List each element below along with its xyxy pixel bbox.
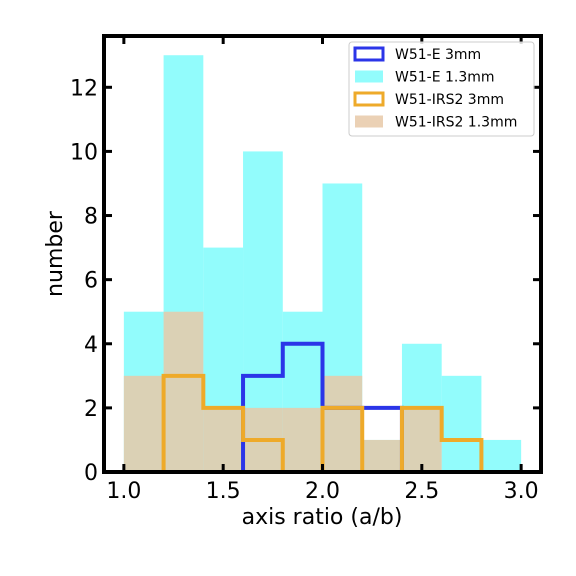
legend: W51-E 3mm W51-E 1.3mm W51-IRS2 3mm W51-IRS2… [349,42,534,136]
x-tick-label: 2.0 [305,479,340,504]
legend-swatch [355,116,383,128]
legend-label: W51-E 1.3mm [395,70,495,86]
x-tick-label: 3.0 [504,479,539,504]
legend-label: W51-E 3mm [395,47,481,63]
legend-label: W51-IRS2 1.3mm [395,115,517,131]
x-tick-label: 1.0 [106,479,141,504]
bar-w51-e-1-3mm-8 [442,376,482,472]
y-tick-label: 12 [70,76,98,101]
bar-w51-irs2-1-3mm-2 [203,408,243,472]
y-axis-label: number [43,210,68,297]
bar-w51-e-1-3mm-9 [481,440,521,472]
bar-w51-irs2-1-3mm-5 [323,376,363,472]
legend-swatch [355,71,383,83]
bar-w51-irs2-1-3mm-7 [402,408,442,472]
y-tick-label: 4 [84,333,98,358]
y-tick-label: 6 [84,269,98,294]
bar-w51-irs2-1-3mm-4 [283,408,323,472]
legend-label: W51-IRS2 3mm [395,92,504,108]
bar-w51-irs2-1-3mm-6 [362,440,402,472]
y-tick-label: 10 [70,140,98,165]
y-tick-label: 2 [84,397,98,422]
y-tick-label: 0 [84,461,98,486]
bar-w51-irs2-1-3mm-1 [164,312,204,472]
x-axis-label: axis ratio (a/b) [242,505,403,530]
x-tick-label: 2.5 [404,479,439,504]
bar-w51-irs2-1-3mm-0 [124,376,164,472]
y-tick-label: 8 [84,205,98,230]
x-tick-label: 1.5 [206,479,241,504]
